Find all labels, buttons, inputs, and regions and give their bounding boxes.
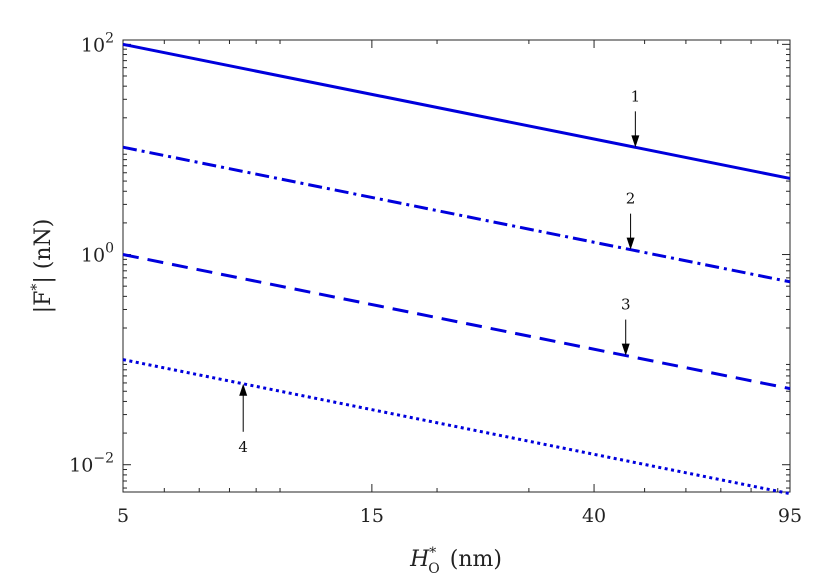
y-tick-label: 102 [81,30,114,56]
y-tick-label: 10−2 [69,451,114,477]
plot-area [122,39,791,493]
annotation-2: 2 [626,190,636,250]
annotations: 1 2 3 4 [238,87,640,455]
x-tick-label: 15 [360,505,384,527]
annotation-3: 3 [621,296,631,356]
y-tick-label: 100 [81,241,114,267]
minor-ticks [123,40,790,492]
x-tick-labels: 5 15 40 95 [117,505,802,527]
series-2-line [122,145,791,284]
y-tick-labels: 10−2 100 102 [69,30,114,476]
annotation-arrowhead [621,343,630,356]
x-tick-label: 5 [117,505,129,527]
series-1-line [122,42,791,180]
y-axis-title: |F*| (nN) [29,219,56,314]
x-tick-label: 40 [582,505,606,527]
annotation-arrowhead [239,383,248,396]
annotation-label: 3 [621,296,631,314]
annotation-label: 1 [631,87,641,105]
annotation-4: 4 [238,383,248,456]
annotation-label: 4 [238,438,248,456]
series-layer [122,42,791,496]
annotation-arrowhead [626,237,635,250]
x-tick-label: 95 [778,505,802,527]
series-4-line [122,358,791,496]
x-axis-title: H* O (nm) [409,545,502,577]
annotation-arrowhead [631,135,640,148]
annotation-label: 2 [626,190,636,208]
annotation-1: 1 [631,87,641,148]
series-3-line [122,253,791,391]
